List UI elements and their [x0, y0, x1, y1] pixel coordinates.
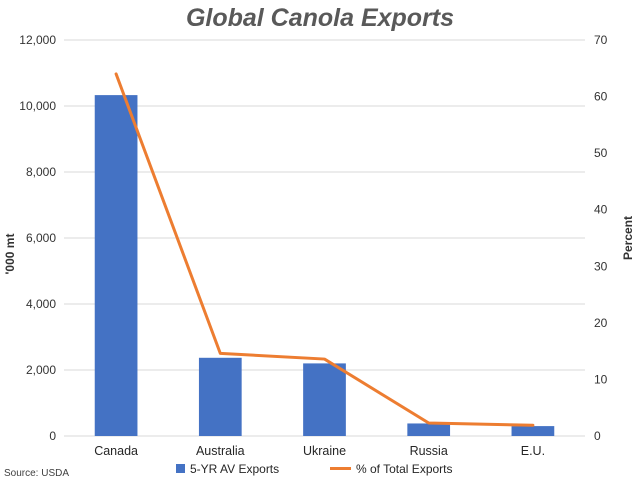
right-tick-label: 10 [594, 372, 608, 386]
bar-series [94, 95, 555, 437]
left-axis-ticks: 0 2,000 4,000 6,000 8,000 10,000 12,000 [19, 33, 56, 443]
category-label: Australia [196, 444, 245, 458]
right-tick-label: 20 [594, 316, 608, 330]
right-tick-label: 50 [594, 146, 608, 160]
legend-swatch-bar [176, 464, 185, 473]
gridlines [64, 39, 585, 437]
y-axis-label-left: '000 mt [3, 234, 17, 275]
y-axis-label-right: Percent [621, 216, 635, 260]
bar [198, 357, 242, 436]
left-tick-label: 4,000 [26, 297, 56, 311]
right-tick-label: 30 [594, 259, 608, 273]
right-tick-label: 0 [594, 429, 601, 443]
bar [407, 423, 451, 436]
legend-label-line: % of Total Exports [356, 462, 453, 476]
legend: 5-YR AV Exports % of Total Exports [176, 462, 453, 476]
left-tick-label: 8,000 [26, 165, 56, 179]
line-series [114, 72, 535, 427]
category-labels: Canada Australia Ukraine Russia E.U. [94, 444, 545, 458]
bar [94, 95, 138, 437]
bar [303, 363, 346, 436]
category-label: Ukraine [303, 444, 346, 458]
chart-title: Global Canola Exports [186, 4, 454, 32]
left-tick-label: 10,000 [19, 99, 56, 113]
right-axis-ticks: 0 10 20 30 40 50 60 70 [594, 33, 608, 443]
legend-label-bar: 5-YR AV Exports [190, 462, 279, 476]
left-tick-label: 12,000 [19, 33, 56, 47]
right-tick-label: 70 [594, 33, 608, 47]
category-label: Canada [94, 444, 138, 458]
source-note: Source: USDA [4, 468, 69, 479]
category-label: Russia [410, 444, 448, 458]
left-tick-label: 2,000 [26, 363, 56, 377]
left-tick-label: 0 [49, 429, 56, 443]
bar [511, 426, 555, 436]
left-tick-label: 6,000 [26, 231, 56, 245]
category-label: E.U. [521, 444, 545, 458]
right-tick-label: 60 [594, 90, 608, 104]
right-tick-label: 40 [594, 203, 608, 217]
